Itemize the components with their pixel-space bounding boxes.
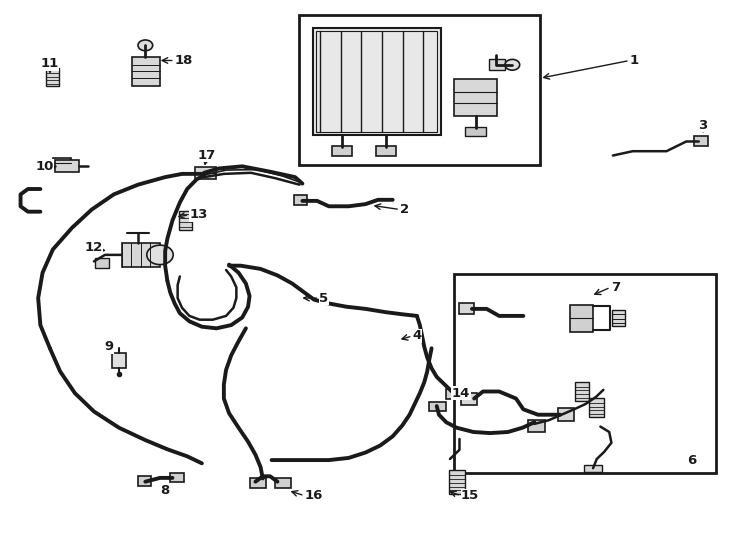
- Bar: [55, 160, 79, 172]
- Text: 18: 18: [175, 54, 193, 67]
- Bar: [316, 31, 437, 132]
- Circle shape: [505, 59, 520, 70]
- Bar: [376, 146, 396, 156]
- Bar: [132, 57, 160, 86]
- Text: 6: 6: [687, 454, 696, 467]
- Bar: [446, 389, 462, 399]
- Bar: [429, 402, 446, 411]
- Bar: [570, 305, 593, 332]
- Text: 16: 16: [305, 489, 323, 502]
- Bar: [465, 127, 486, 136]
- Circle shape: [147, 245, 173, 265]
- Bar: [454, 274, 716, 472]
- Text: 9: 9: [104, 340, 113, 353]
- Text: 14: 14: [451, 387, 470, 400]
- Text: 3: 3: [699, 119, 708, 132]
- Bar: [250, 478, 266, 488]
- Text: 13: 13: [189, 208, 208, 221]
- Bar: [313, 28, 441, 135]
- Text: 7: 7: [611, 281, 619, 294]
- Bar: [122, 243, 160, 267]
- Bar: [294, 195, 307, 205]
- Circle shape: [138, 40, 153, 51]
- Bar: [612, 310, 625, 326]
- Text: 8: 8: [160, 484, 170, 497]
- Bar: [449, 470, 465, 494]
- Bar: [195, 167, 216, 179]
- Bar: [528, 420, 545, 432]
- Bar: [332, 146, 352, 156]
- Text: 1: 1: [630, 54, 639, 67]
- Text: 10: 10: [35, 160, 54, 173]
- Bar: [694, 136, 708, 146]
- Bar: [459, 303, 474, 314]
- Bar: [461, 393, 477, 405]
- Bar: [454, 79, 497, 116]
- Text: 17: 17: [198, 149, 216, 162]
- Bar: [575, 382, 589, 401]
- Bar: [112, 353, 126, 368]
- Bar: [584, 465, 602, 472]
- Bar: [170, 473, 184, 482]
- Bar: [95, 258, 109, 268]
- Bar: [53, 158, 71, 168]
- Text: 12: 12: [84, 241, 103, 254]
- Bar: [558, 408, 574, 421]
- Text: 2: 2: [400, 203, 409, 216]
- Text: 4: 4: [413, 329, 422, 342]
- Bar: [589, 398, 604, 417]
- Bar: [138, 476, 151, 486]
- Bar: [179, 211, 192, 230]
- Bar: [489, 59, 505, 70]
- Bar: [299, 15, 540, 165]
- Text: 15: 15: [461, 489, 479, 502]
- Bar: [46, 68, 59, 86]
- Text: 11: 11: [41, 57, 59, 70]
- Bar: [275, 478, 291, 488]
- Text: 5: 5: [319, 292, 328, 305]
